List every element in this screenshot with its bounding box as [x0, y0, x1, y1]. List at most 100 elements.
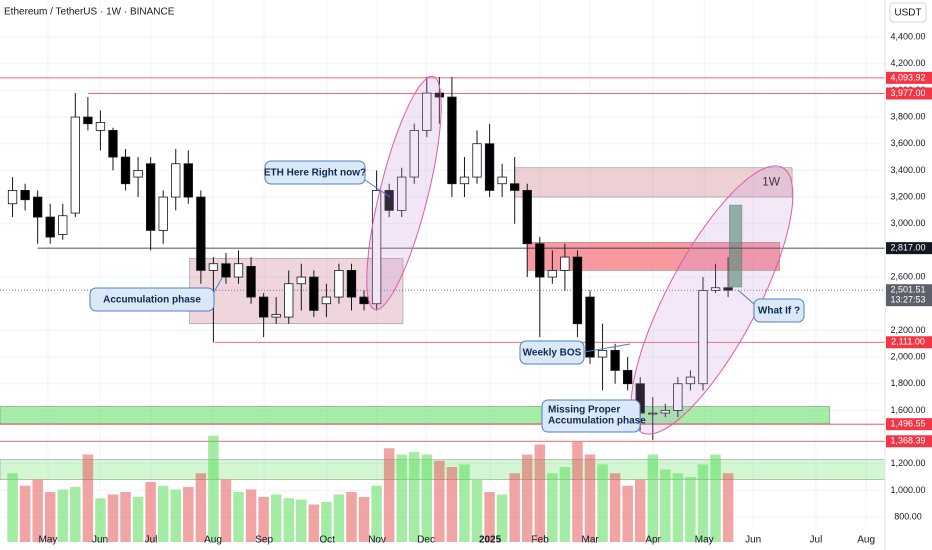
- price-tag: [886, 71, 932, 84]
- currency-button[interactable]: [889, 2, 927, 23]
- volume-bar: [572, 442, 583, 542]
- volume-bar: [44, 492, 56, 542]
- y-tick-label: 1,000.00: [890, 485, 925, 495]
- candle-body: [472, 143, 482, 178]
- volume-bar: [283, 498, 294, 542]
- candle-body: [560, 256, 570, 271]
- candle-body: [723, 287, 733, 291]
- candle-body: [33, 196, 43, 218]
- x-tick-label: Jul: [810, 535, 823, 546]
- candle-body: [284, 283, 294, 318]
- price-tag: [886, 418, 932, 431]
- y-tick-label: 2,000.00: [890, 351, 925, 361]
- x-tick-label: 2025: [479, 535, 502, 546]
- y-tick-label: 1,600.00: [890, 405, 925, 415]
- volume-bar: [534, 444, 546, 542]
- volume-bar: [157, 485, 169, 542]
- annotation-pointer: [583, 343, 631, 353]
- volume-bar: [346, 492, 357, 542]
- volume-bar: [547, 473, 558, 542]
- candle-body: [7, 189, 18, 205]
- volume-bar: [7, 473, 18, 542]
- volume: [7, 435, 734, 542]
- volume-bar: [95, 498, 106, 542]
- x-tick-label: Oct: [319, 535, 335, 546]
- annotation-text: Weekly BOS: [523, 348, 582, 359]
- y-tick-label: 3,200.00: [890, 191, 925, 201]
- volume-bar: [208, 435, 219, 542]
- volume-bar: [383, 448, 395, 542]
- volume-bar: [396, 454, 407, 542]
- volume-bar: [672, 473, 684, 542]
- highlight-ellipse: [366, 75, 442, 311]
- volume-bar: [459, 464, 470, 542]
- annotation-box: [264, 160, 366, 185]
- candle-body: [698, 289, 708, 385]
- candle-body: [497, 176, 507, 185]
- volume-bar: [120, 492, 131, 542]
- axis: 4,400.004,200.004,000.003,800.003,600.00…: [39, 31, 932, 546]
- volume-bar: [233, 492, 244, 542]
- candle-body: [271, 313, 281, 318]
- price-tag: [886, 242, 932, 255]
- volume-bar: [584, 454, 596, 542]
- price-tag-label: 1,496.55: [890, 419, 925, 429]
- price-tag-label: 1,368.39: [890, 436, 925, 446]
- volume-bar: [609, 473, 621, 542]
- candle-body: [673, 383, 683, 411]
- volume-bar: [258, 497, 269, 542]
- candle-body: [422, 92, 432, 131]
- candle-body: [233, 263, 244, 278]
- annotation-box: [519, 340, 585, 365]
- zone-label: 1W: [762, 175, 781, 189]
- candle-body: [623, 369, 633, 385]
- volume-bar: [371, 485, 382, 542]
- candle-body: [346, 269, 357, 298]
- volume-bar: [685, 477, 696, 542]
- volume-bar: [421, 454, 433, 542]
- candle-body: [359, 296, 369, 305]
- candle-body: [547, 269, 557, 278]
- volume-bar: [597, 464, 608, 542]
- candle-body: [597, 349, 608, 358]
- candle-body: [20, 189, 30, 201]
- price-tag-label: 4,093.92: [890, 72, 925, 82]
- candle-body: [258, 296, 269, 318]
- candle-body: [371, 189, 382, 305]
- y-tick-label: 4,400.00: [890, 31, 925, 41]
- volume-bar: [195, 473, 207, 542]
- candle-body: [120, 156, 131, 185]
- candle-body: [459, 176, 470, 185]
- candle-body: [660, 409, 670, 414]
- y-tick-label: 3,600.00: [890, 138, 925, 148]
- volume-bar: [82, 454, 94, 542]
- candle-body: [183, 163, 193, 198]
- annotation-text: Accumulation phase: [548, 416, 646, 427]
- chart-title: Ethereum / TetherUS · 1W · BINANCE: [4, 7, 175, 18]
- candle-body: [133, 169, 143, 178]
- x-tick-label: Sep: [255, 535, 273, 546]
- volume-bar: [559, 467, 571, 542]
- x-tick-label: Aug: [857, 535, 875, 546]
- price-tag: [886, 284, 932, 307]
- candle-body: [145, 163, 156, 231]
- candle-body: [171, 163, 181, 198]
- volume-bar: [107, 494, 119, 542]
- candles: [7, 77, 733, 440]
- candle-body: [648, 412, 658, 415]
- candle-body: [83, 116, 93, 125]
- currency-label[interactable]: USDT: [894, 8, 921, 19]
- candle-body: [535, 243, 545, 278]
- volume-bar: [409, 452, 420, 542]
- annotation-pointer: [213, 277, 223, 293]
- x-tick-label: Jun: [92, 535, 108, 546]
- volume-bar: [220, 479, 232, 542]
- annotation-text: ETH Here Right now?: [264, 168, 366, 179]
- price-tag-label: 2,501.51: [890, 285, 925, 295]
- candle-body: [108, 129, 118, 158]
- volume-bar: [521, 454, 533, 542]
- price-tag-label: 2,111.00: [891, 337, 925, 347]
- annotation-box: [541, 399, 641, 433]
